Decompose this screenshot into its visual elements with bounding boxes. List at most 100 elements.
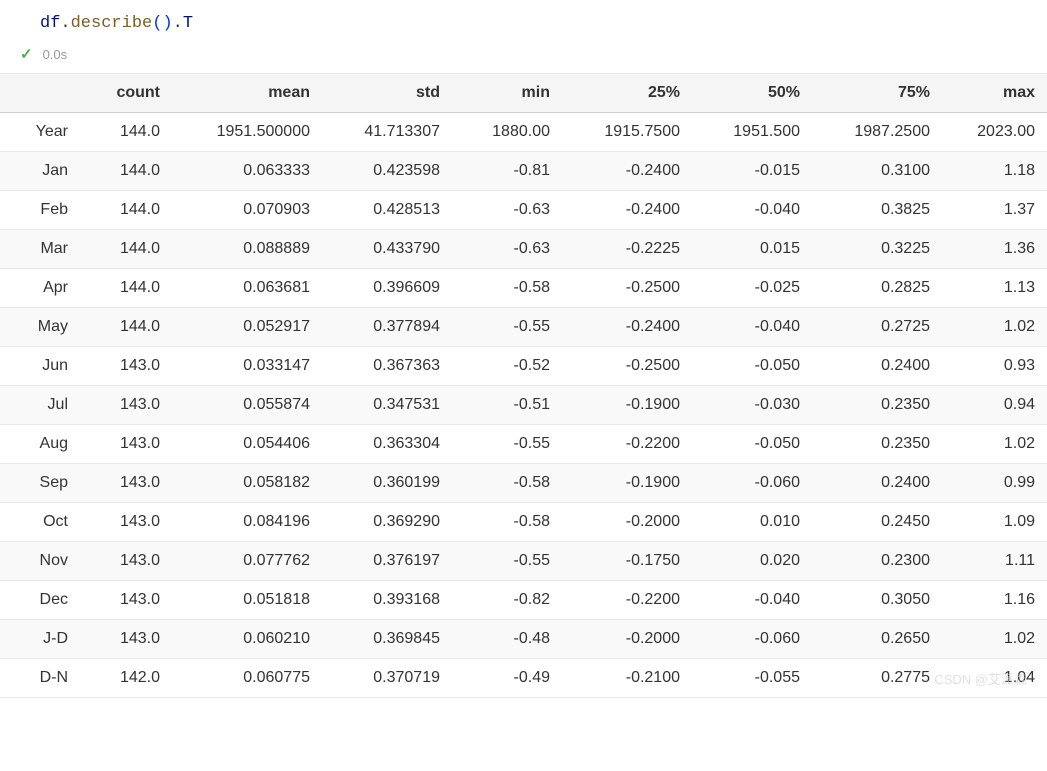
table-cell: 0.3225 — [812, 230, 942, 269]
table-cell: 143.0 — [82, 542, 172, 581]
table-cell: -0.060 — [692, 620, 812, 659]
table-cell: 1880.00 — [452, 113, 562, 152]
table-cell: -0.2100 — [562, 659, 692, 698]
table-cell: -0.050 — [692, 425, 812, 464]
table-cell: 143.0 — [82, 347, 172, 386]
table-cell: 144.0 — [82, 269, 172, 308]
table-cell: 0.052917 — [172, 308, 322, 347]
table-row: J-D143.00.0602100.369845-0.48-0.2000-0.0… — [0, 620, 1047, 659]
dot: . — [60, 14, 70, 33]
row-label: Sep — [0, 464, 82, 503]
table-cell: 1951.500000 — [172, 113, 322, 152]
table-cell: -0.2400 — [562, 152, 692, 191]
table-cell: 0.060775 — [172, 659, 322, 698]
table-cell: 144.0 — [82, 113, 172, 152]
table-cell: -0.52 — [452, 347, 562, 386]
col-header-max: max — [942, 74, 1047, 113]
table-cell: -0.63 — [452, 230, 562, 269]
row-label: Apr — [0, 269, 82, 308]
table-cell: 0.055874 — [172, 386, 322, 425]
table-cell: 0.010 — [692, 503, 812, 542]
table-cell: -0.58 — [452, 464, 562, 503]
table-cell: -0.2500 — [562, 269, 692, 308]
paren-close: ) — [162, 14, 172, 33]
table-row: May144.00.0529170.377894-0.55-0.2400-0.0… — [0, 308, 1047, 347]
table-cell: 144.0 — [82, 308, 172, 347]
code-method-describe: describe — [71, 14, 153, 33]
table-cell: 1.11 — [942, 542, 1047, 581]
row-label: Nov — [0, 542, 82, 581]
table-cell: -0.2000 — [562, 503, 692, 542]
col-header-index — [0, 74, 82, 113]
table-cell: 0.063681 — [172, 269, 322, 308]
dot: . — [173, 14, 183, 33]
table-cell: -0.040 — [692, 191, 812, 230]
paren-open: ( — [152, 14, 162, 33]
execution-time: 0.0s — [43, 47, 68, 62]
table-cell: 0.2450 — [812, 503, 942, 542]
table-cell: -0.055 — [692, 659, 812, 698]
checkmark-icon: ✓ — [20, 45, 33, 63]
table-cell: 0.088889 — [172, 230, 322, 269]
row-label: Dec — [0, 581, 82, 620]
table-cell: 0.3100 — [812, 152, 942, 191]
table-cell: 1.09 — [942, 503, 1047, 542]
code-attr-t: T — [183, 14, 193, 33]
table-row: Sep143.00.0581820.360199-0.58-0.1900-0.0… — [0, 464, 1047, 503]
table-cell: -0.2200 — [562, 425, 692, 464]
table-cell: 0.367363 — [322, 347, 452, 386]
table-cell: 0.2350 — [812, 425, 942, 464]
describe-table: count mean std min 25% 50% 75% max Year1… — [0, 73, 1047, 698]
table-cell: 0.99 — [942, 464, 1047, 503]
table-cell: 0.423598 — [322, 152, 452, 191]
table-cell: 1.04 — [942, 659, 1047, 698]
table-cell: 0.2400 — [812, 347, 942, 386]
table-cell: 0.060210 — [172, 620, 322, 659]
table-cell: 143.0 — [82, 386, 172, 425]
table-row: Jul143.00.0558740.347531-0.51-0.1900-0.0… — [0, 386, 1047, 425]
table-cell: -0.015 — [692, 152, 812, 191]
row-label: Jan — [0, 152, 82, 191]
table-cell: 0.376197 — [322, 542, 452, 581]
table-cell: 0.033147 — [172, 347, 322, 386]
row-label: J-D — [0, 620, 82, 659]
table-row: Feb144.00.0709030.428513-0.63-0.2400-0.0… — [0, 191, 1047, 230]
table-cell: 1.36 — [942, 230, 1047, 269]
col-header-mean: mean — [172, 74, 322, 113]
code-cell[interactable]: df.describe().T — [0, 0, 1047, 41]
table-cell: 1915.7500 — [562, 113, 692, 152]
table-cell: -0.040 — [692, 308, 812, 347]
table-cell: 0.020 — [692, 542, 812, 581]
table-cell: 1.13 — [942, 269, 1047, 308]
table-cell: 143.0 — [82, 581, 172, 620]
table-cell: -0.1900 — [562, 464, 692, 503]
table-cell: 41.713307 — [322, 113, 452, 152]
table-cell: 2023.00 — [942, 113, 1047, 152]
table-cell: -0.58 — [452, 269, 562, 308]
table-cell: -0.1750 — [562, 542, 692, 581]
row-label: May — [0, 308, 82, 347]
table-row: Mar144.00.0888890.433790-0.63-0.22250.01… — [0, 230, 1047, 269]
table-cell: -0.55 — [452, 542, 562, 581]
execution-status: ✓ 0.0s — [0, 41, 1047, 73]
table-cell: 0.2300 — [812, 542, 942, 581]
table-cell: 0.370719 — [322, 659, 452, 698]
table-cell: -0.49 — [452, 659, 562, 698]
table-cell: -0.48 — [452, 620, 562, 659]
table-cell: 1.02 — [942, 425, 1047, 464]
col-header-std: std — [322, 74, 452, 113]
table-cell: -0.63 — [452, 191, 562, 230]
table-cell: 0.396609 — [322, 269, 452, 308]
table-cell: 0.428513 — [322, 191, 452, 230]
table-row: Nov143.00.0777620.376197-0.55-0.17500.02… — [0, 542, 1047, 581]
table-cell: 0.2400 — [812, 464, 942, 503]
row-label: Aug — [0, 425, 82, 464]
table-row: Jan144.00.0633330.423598-0.81-0.2400-0.0… — [0, 152, 1047, 191]
row-label: Jul — [0, 386, 82, 425]
row-label: D-N — [0, 659, 82, 698]
table-cell: -0.2500 — [562, 347, 692, 386]
table-cell: 0.433790 — [322, 230, 452, 269]
table-cell: 144.0 — [82, 230, 172, 269]
output-area: count mean std min 25% 50% 75% max Year1… — [0, 73, 1047, 698]
table-row: Dec143.00.0518180.393168-0.82-0.2200-0.0… — [0, 581, 1047, 620]
